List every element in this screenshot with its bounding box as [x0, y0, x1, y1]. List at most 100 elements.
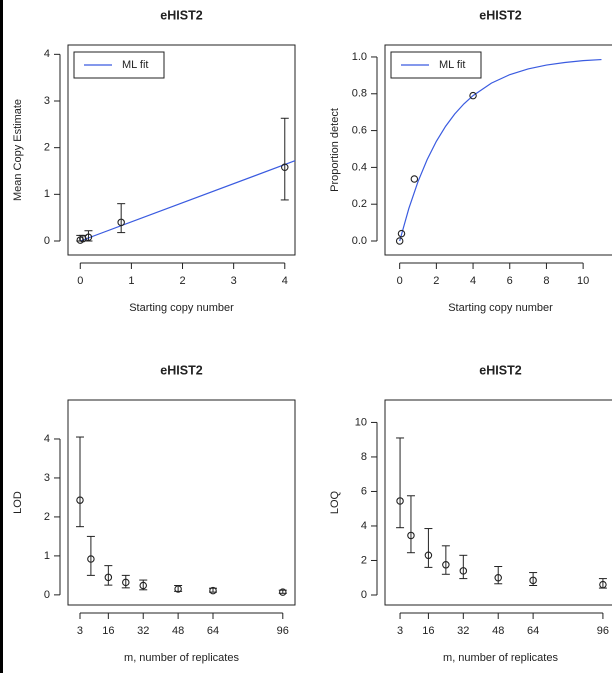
y-tick-label: 2 — [44, 142, 50, 154]
y-tick-label: 4 — [44, 433, 50, 445]
data-point — [599, 580, 607, 589]
chart-title: eHIST2 — [160, 8, 202, 22]
panel: eHIST2 3 16 32 48 64 96 0 1 2 3 4 m, number of repli… — [12, 363, 296, 664]
x-tick-label: 4 — [470, 275, 476, 287]
error-bar — [406, 495, 415, 554]
error-bar — [75, 436, 84, 528]
plot-box — [384, 44, 612, 256]
data-point — [442, 561, 450, 569]
y-tick-label: 0 — [44, 589, 50, 601]
y-tick-label: 2 — [361, 554, 367, 566]
y-axis-label: Mean Copy Estimate — [12, 99, 24, 201]
data-point — [459, 567, 468, 575]
x-axis-label: Starting copy number — [448, 302, 553, 314]
y-tick-label: 1 — [44, 550, 50, 562]
x-tick-label: 8 — [543, 275, 549, 287]
y-tick-label: 3 — [44, 472, 50, 484]
data-point — [87, 555, 95, 563]
fit-line — [399, 58, 602, 242]
x-tick-label: 3 — [77, 625, 83, 637]
x-tick-label: 6 — [507, 275, 513, 287]
y-axis-label: LOQ — [329, 490, 341, 514]
error-bar — [396, 437, 405, 529]
data-point — [494, 573, 502, 582]
y-tick-label: 2 — [44, 511, 50, 523]
y-axis-label: Proportion detect — [329, 108, 341, 192]
error-bar — [117, 203, 126, 234]
data-point — [396, 497, 404, 505]
x-tick-label: 1 — [128, 275, 134, 287]
chart-grid: eHIST2 0 1 2 3 4 0 1 2 3 4 Starting copy number Mean… — [12, 8, 612, 664]
y-tick-label: 1.0 — [352, 51, 367, 63]
x-axis-label: Starting copy number — [129, 302, 234, 314]
legend-label: ML fit — [122, 59, 149, 71]
data-point — [209, 586, 217, 595]
x-tick-label: 32 — [457, 625, 469, 637]
data-point — [174, 585, 182, 593]
data-point — [529, 576, 537, 585]
error-bar — [459, 554, 468, 580]
legend: ML fit — [390, 51, 482, 79]
x-tick-label: 3 — [231, 275, 237, 287]
y-tick-label: 6 — [361, 485, 367, 497]
error-bar — [280, 117, 289, 201]
y-tick-label: 0.8 — [352, 88, 367, 100]
y-tick-label: 0 — [44, 235, 50, 247]
x-tick-label: 16 — [422, 625, 434, 637]
data-point — [469, 91, 477, 100]
chart-title: eHIST2 — [160, 363, 202, 377]
panel: eHIST2 0 2 4 6 8 10 0.0 0.2 0.4 0.6 0.8 1.0 Starting … — [329, 8, 612, 314]
data-point — [76, 496, 84, 504]
x-tick-label: 48 — [172, 625, 184, 637]
y-tick-label: 0 — [361, 589, 367, 601]
x-tick-label: 64 — [207, 625, 219, 637]
y-tick-label: 0.6 — [352, 124, 367, 136]
x-tick-label: 48 — [492, 625, 504, 637]
plot-box — [67, 44, 296, 256]
error-bar — [441, 545, 450, 575]
chart-title: eHIST2 — [479, 363, 521, 377]
error-bar — [424, 528, 433, 568]
y-tick-label: 0.0 — [352, 235, 367, 247]
data-point — [104, 573, 113, 582]
fit-line — [80, 160, 296, 242]
data-point — [139, 581, 147, 590]
y-tick-label: 3 — [44, 95, 50, 107]
data-point — [84, 233, 93, 242]
y-tick-label: 1 — [44, 188, 50, 200]
legend: ML fit — [73, 51, 165, 79]
x-tick-label: 2 — [433, 275, 439, 287]
data-point — [117, 218, 125, 227]
data-point — [424, 551, 433, 560]
y-tick-label: 4 — [361, 520, 367, 532]
x-tick-label: 96 — [597, 625, 609, 637]
x-tick-label: 2 — [179, 275, 185, 287]
plot-box — [67, 399, 296, 606]
x-tick-label: 16 — [102, 625, 114, 637]
x-tick-label: 10 — [577, 275, 589, 287]
x-tick-label: 64 — [527, 625, 539, 637]
data-point — [397, 229, 406, 238]
x-tick-label: 0 — [77, 275, 83, 287]
x-tick-label: 32 — [137, 625, 149, 637]
data-point — [279, 588, 287, 596]
y-tick-label: 10 — [355, 416, 367, 428]
x-axis-label: m, number of replicates — [443, 652, 558, 664]
y-tick-label: 0.2 — [352, 198, 367, 210]
chart-title: eHIST2 — [479, 8, 521, 22]
y-axis-label: LOD — [12, 491, 24, 514]
x-tick-label: 3 — [397, 625, 403, 637]
x-axis-label: m, number of replicates — [124, 652, 239, 664]
plot-box — [384, 399, 612, 606]
x-tick-label: 0 — [397, 275, 403, 287]
data-point — [395, 237, 404, 245]
panel: eHIST2 3 16 32 48 64 96 0 2 4 6 8 10 m, number of rep… — [329, 363, 612, 664]
y-tick-label: 8 — [361, 451, 367, 463]
x-tick-label: 4 — [282, 275, 288, 287]
data-point — [407, 531, 415, 540]
legend-label: ML fit — [439, 59, 466, 71]
y-tick-label: 4 — [44, 48, 50, 60]
data-point — [410, 175, 419, 183]
x-tick-label: 96 — [277, 625, 289, 637]
